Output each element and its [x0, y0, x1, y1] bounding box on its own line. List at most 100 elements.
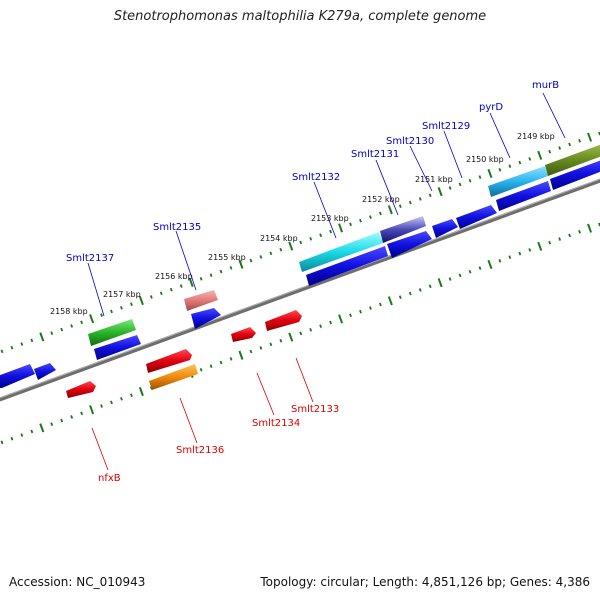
minor-tick [20, 433, 24, 437]
minor-tick [369, 306, 372, 310]
gene-label-smlt2129: Smlt2129 [422, 121, 470, 132]
minor-tick [60, 327, 64, 332]
tick-label: 2156 kbp [155, 272, 193, 281]
leader-lines [87, 92, 566, 471]
minor-tick [30, 429, 34, 434]
minor-tick [528, 157, 532, 161]
gene-label-smlt2133: Smlt2133 [291, 404, 339, 415]
minor-tick [359, 218, 362, 223]
gene-smlt2131-block [380, 216, 426, 243]
minor-tick [518, 160, 522, 165]
minor-tick [110, 400, 113, 405]
minor-tick [558, 146, 562, 150]
gene-label-murb: murB [532, 80, 559, 91]
major-tick [39, 423, 45, 433]
minor-tick [508, 255, 512, 260]
leader-line-smlt2133 [295, 357, 314, 403]
major-tick [338, 223, 344, 233]
minor-tick [458, 182, 462, 187]
minor-tick [30, 338, 34, 343]
leader-line-smlt2136 [179, 397, 198, 444]
major-tick [138, 386, 144, 397]
tick-label: 2154 kbp [260, 234, 298, 243]
minor-tick [70, 415, 74, 419]
genome-summary-text: Topology: circular; Length: 4,851,126 bp… [260, 575, 590, 589]
minor-tick [269, 251, 273, 256]
minor-tick [20, 342, 24, 346]
minor-tick [428, 284, 432, 289]
minor-tick [100, 313, 103, 317]
minor-tick [578, 139, 581, 143]
minor-tick [528, 248, 532, 252]
minor-tick [498, 259, 502, 263]
gene-label-smlt2131: Smlt2131 [351, 149, 399, 160]
major-tick [288, 241, 294, 251]
minor-tick [408, 291, 412, 296]
gene-label-smlt2137: Smlt2137 [66, 253, 114, 264]
gene-pyrd-block [488, 166, 548, 197]
minor-tick [448, 277, 452, 281]
gene-smlt2137-block [88, 319, 136, 346]
tick-label: 2151 kbp [415, 175, 453, 184]
minor-tick [448, 186, 452, 190]
tick-label: 2157 kbp [103, 290, 141, 299]
minor-tick [120, 396, 123, 401]
cds-block [0, 364, 35, 388]
minor-tick [319, 324, 323, 329]
minor-tick [558, 237, 562, 241]
gene-smlt2133-block [265, 310, 302, 331]
minor-tick [398, 295, 402, 299]
major-tick [238, 259, 244, 269]
gene-labels: murB pyrD Smlt2129 Smlt2130 Smlt2131 Sml… [66, 80, 559, 484]
cds-block [496, 181, 551, 211]
minor-tick [568, 142, 572, 147]
minor-tick [179, 284, 183, 288]
minor-tick [259, 346, 263, 350]
major-tick [89, 405, 95, 415]
minor-tick [548, 240, 552, 245]
features [0, 144, 600, 398]
cds-arrow [191, 308, 221, 329]
minor-tick [0, 349, 4, 354]
minor-tick [110, 309, 113, 314]
major-tick [487, 168, 493, 179]
minor-tick [309, 237, 313, 241]
minor-tick [159, 291, 163, 296]
minor-tick [80, 320, 84, 325]
minor-tick [359, 309, 362, 314]
minor-tick [518, 251, 522, 256]
major-tick [238, 350, 244, 360]
minor-tick [279, 338, 283, 343]
minor-tick [249, 258, 253, 263]
leader-line-smlt2135 [175, 230, 197, 291]
minor-tick [299, 331, 303, 336]
leader-line-pyrd [489, 112, 511, 159]
minor-tick [0, 440, 4, 445]
genome-backbone [0, 178, 600, 402]
gene-smlt2135-block [184, 290, 218, 311]
minor-tick [229, 266, 233, 270]
gene-smlt2136-block [149, 364, 198, 390]
upper-tick-track [0, 131, 600, 354]
gene-label-smlt2135: Smlt2135 [153, 222, 201, 233]
minor-tick [219, 269, 223, 274]
gene-smlt2132-block [299, 232, 383, 272]
minor-tick [398, 204, 402, 208]
minor-tick [249, 349, 253, 354]
leader-line-smlt2137 [87, 262, 105, 317]
minor-tick [329, 229, 332, 234]
major-tick [587, 223, 593, 233]
tick-labels: 2149 kbp 2150 kbp 2151 kbp 2152 kbp 2153… [50, 132, 555, 316]
minor-tick [568, 233, 572, 238]
minor-tick [209, 364, 213, 368]
leader-line-smlt2132 [313, 181, 337, 239]
minor-tick [80, 411, 84, 416]
cds-block [94, 335, 141, 360]
minor-tick [578, 230, 581, 234]
minor-tick [418, 197, 422, 201]
major-tick [338, 314, 344, 324]
major-tick [437, 278, 443, 288]
gene-label-pyrd: pyrD [479, 102, 503, 113]
minor-tick [408, 200, 412, 205]
